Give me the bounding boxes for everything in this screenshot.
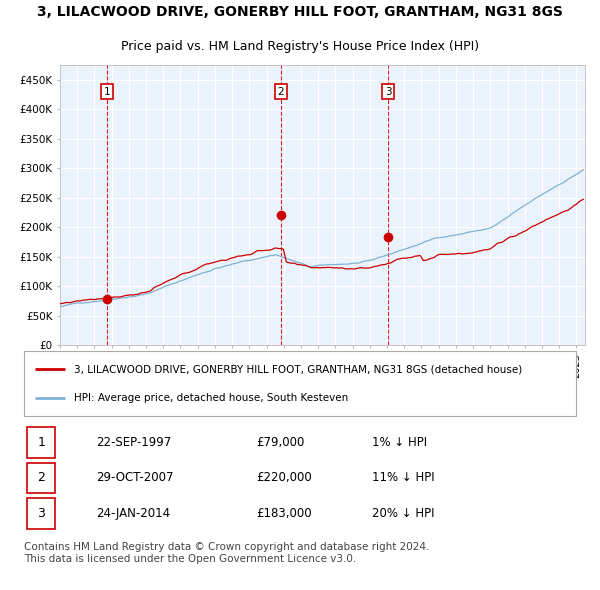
Text: £183,000: £183,000 xyxy=(256,507,311,520)
Text: £79,000: £79,000 xyxy=(256,436,304,449)
Text: 1% ↓ HPI: 1% ↓ HPI xyxy=(372,436,427,449)
Text: 24-JAN-2014: 24-JAN-2014 xyxy=(96,507,170,520)
Text: 29-OCT-2007: 29-OCT-2007 xyxy=(96,471,173,484)
Text: £220,000: £220,000 xyxy=(256,471,311,484)
FancyBboxPatch shape xyxy=(27,463,55,493)
Text: 2: 2 xyxy=(278,87,284,97)
Text: HPI: Average price, detached house, South Kesteven: HPI: Average price, detached house, Sout… xyxy=(74,393,348,403)
Text: 3, LILACWOOD DRIVE, GONERBY HILL FOOT, GRANTHAM, NG31 8GS: 3, LILACWOOD DRIVE, GONERBY HILL FOOT, G… xyxy=(37,5,563,19)
FancyBboxPatch shape xyxy=(24,351,576,416)
Text: 3: 3 xyxy=(385,87,392,97)
Text: Contains HM Land Registry data © Crown copyright and database right 2024.
This d: Contains HM Land Registry data © Crown c… xyxy=(24,542,430,563)
Text: 2: 2 xyxy=(37,471,45,484)
Text: Price paid vs. HM Land Registry's House Price Index (HPI): Price paid vs. HM Land Registry's House … xyxy=(121,40,479,53)
Text: 1: 1 xyxy=(37,436,45,449)
FancyBboxPatch shape xyxy=(27,427,55,458)
Text: 20% ↓ HPI: 20% ↓ HPI xyxy=(372,507,434,520)
Text: 3: 3 xyxy=(37,507,45,520)
Text: 3, LILACWOOD DRIVE, GONERBY HILL FOOT, GRANTHAM, NG31 8GS (detached house): 3, LILACWOOD DRIVE, GONERBY HILL FOOT, G… xyxy=(74,364,522,374)
Text: 1: 1 xyxy=(104,87,110,97)
FancyBboxPatch shape xyxy=(27,498,55,529)
Text: 22-SEP-1997: 22-SEP-1997 xyxy=(96,436,171,449)
Text: 11% ↓ HPI: 11% ↓ HPI xyxy=(372,471,434,484)
